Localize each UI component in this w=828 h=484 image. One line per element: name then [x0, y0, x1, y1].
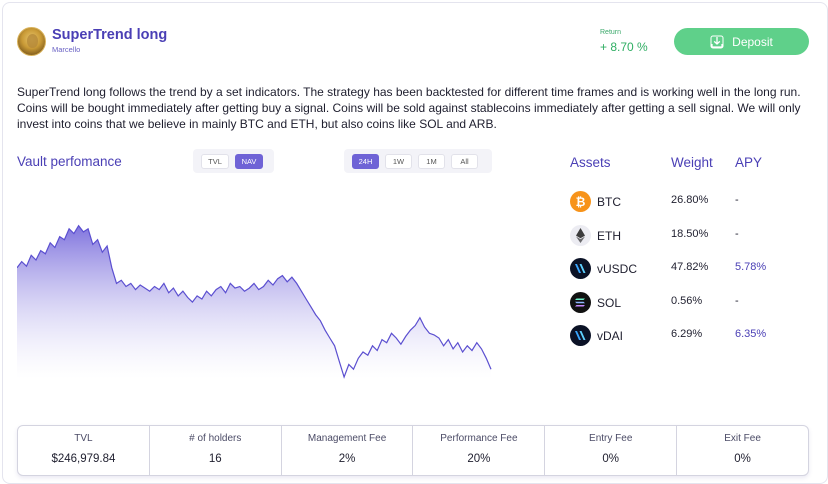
return-value: + 8.70 % — [600, 40, 648, 54]
stat-value: $246,979.84 — [51, 453, 116, 465]
deposit-button[interactable]: Deposit — [674, 28, 809, 55]
asset-name: BTC — [597, 195, 621, 209]
vault-owner[interactable]: Marcello — [52, 45, 81, 54]
stat-performance-fee: Performance Fee 20% — [413, 426, 546, 475]
range-24h[interactable]: 24H — [352, 153, 379, 169]
svg-text:₿: ₿ — [576, 195, 586, 209]
vusdc-icon — [570, 258, 591, 279]
asset-row-eth[interactable]: ETH 18.50% - — [570, 225, 810, 247]
asset-name: vUSDC — [597, 262, 638, 276]
btc-icon: ₿ — [570, 191, 591, 212]
asset-apy: 6.35% — [735, 328, 767, 340]
stat-management-fee: Management Fee 2% — [282, 426, 414, 475]
asset-name: SOL — [597, 296, 622, 310]
stat-label: Performance Fee — [440, 433, 518, 444]
stat-holders: # of holders 16 — [150, 426, 282, 475]
range-toggle: 24H 1W 1M All — [344, 149, 492, 173]
asset-row-btc[interactable]: ₿ BTC 26.80% - — [570, 191, 810, 213]
deposit-label: Deposit — [732, 34, 773, 49]
stat-value: 2% — [338, 453, 356, 465]
stat-label: Entry Fee — [589, 433, 633, 444]
asset-name: vDAI — [597, 329, 624, 343]
asset-row-vdai[interactable]: vDAI 6.29% 6.35% — [570, 325, 810, 347]
weight-header: Weight — [671, 155, 713, 170]
asset-apy: - — [735, 194, 739, 206]
eth-icon — [570, 225, 591, 246]
stats-bar: TVL $246,979.84 # of holders 16 Manageme… — [17, 425, 809, 476]
range-1m[interactable]: 1M — [418, 153, 445, 169]
stat-entry-fee: Entry Fee 0% — [545, 426, 678, 475]
stat-exit-fee: Exit Fee 0% — [677, 426, 808, 475]
vdai-icon — [570, 325, 591, 346]
stat-value: 0% — [734, 453, 751, 465]
assets-header: Assets — [570, 155, 611, 170]
stat-label: # of holders — [189, 433, 242, 444]
stat-value: 20% — [467, 453, 491, 465]
asset-apy: - — [735, 228, 739, 240]
asset-name: ETH — [597, 229, 621, 243]
stat-value: 0% — [602, 453, 620, 465]
vault-title-block: SuperTrend long Marcello — [52, 27, 167, 55]
range-all[interactable]: All — [451, 153, 478, 169]
asset-apy: 5.78% — [735, 261, 767, 273]
download-icon — [710, 35, 724, 49]
return-box: Return + 8.70 % — [600, 28, 648, 54]
asset-weight: 26.80% — [671, 194, 709, 206]
avatar — [17, 26, 46, 56]
asset-row-sol[interactable]: SOL 0.56% - — [570, 292, 810, 314]
performance-chart — [17, 224, 492, 379]
stat-tvl: TVL $246,979.84 — [18, 426, 150, 475]
toggle-tvl[interactable]: TVL — [201, 153, 229, 169]
asset-weight: 18.50% — [671, 228, 709, 240]
metric-toggle: TVL NAV — [193, 149, 274, 173]
range-1w[interactable]: 1W — [385, 153, 412, 169]
stat-label: TVL — [74, 433, 93, 444]
performance-title: Vault perfomance — [17, 154, 122, 169]
toggle-nav[interactable]: NAV — [235, 153, 263, 169]
apy-header: APY — [735, 155, 763, 170]
chart-area — [17, 225, 491, 379]
chart-line — [17, 224, 492, 379]
sol-icon — [570, 292, 591, 313]
asset-weight: 6.29% — [671, 328, 703, 340]
return-label: Return — [600, 29, 622, 36]
stat-label: Management Fee — [307, 433, 387, 444]
stat-value: 16 — [208, 453, 222, 465]
vault-header: SuperTrend long Marcello — [17, 26, 167, 56]
vault-description: SuperTrend long follows the trend by a s… — [17, 85, 801, 131]
asset-row-vusdc[interactable]: vUSDC 47.82% 5.78% — [570, 258, 810, 280]
asset-weight: 0.56% — [671, 295, 703, 307]
asset-apy: - — [735, 295, 739, 307]
asset-weight: 47.82% — [671, 261, 709, 273]
vault-title: SuperTrend long — [52, 27, 168, 43]
stat-label: Exit Fee — [724, 433, 761, 444]
